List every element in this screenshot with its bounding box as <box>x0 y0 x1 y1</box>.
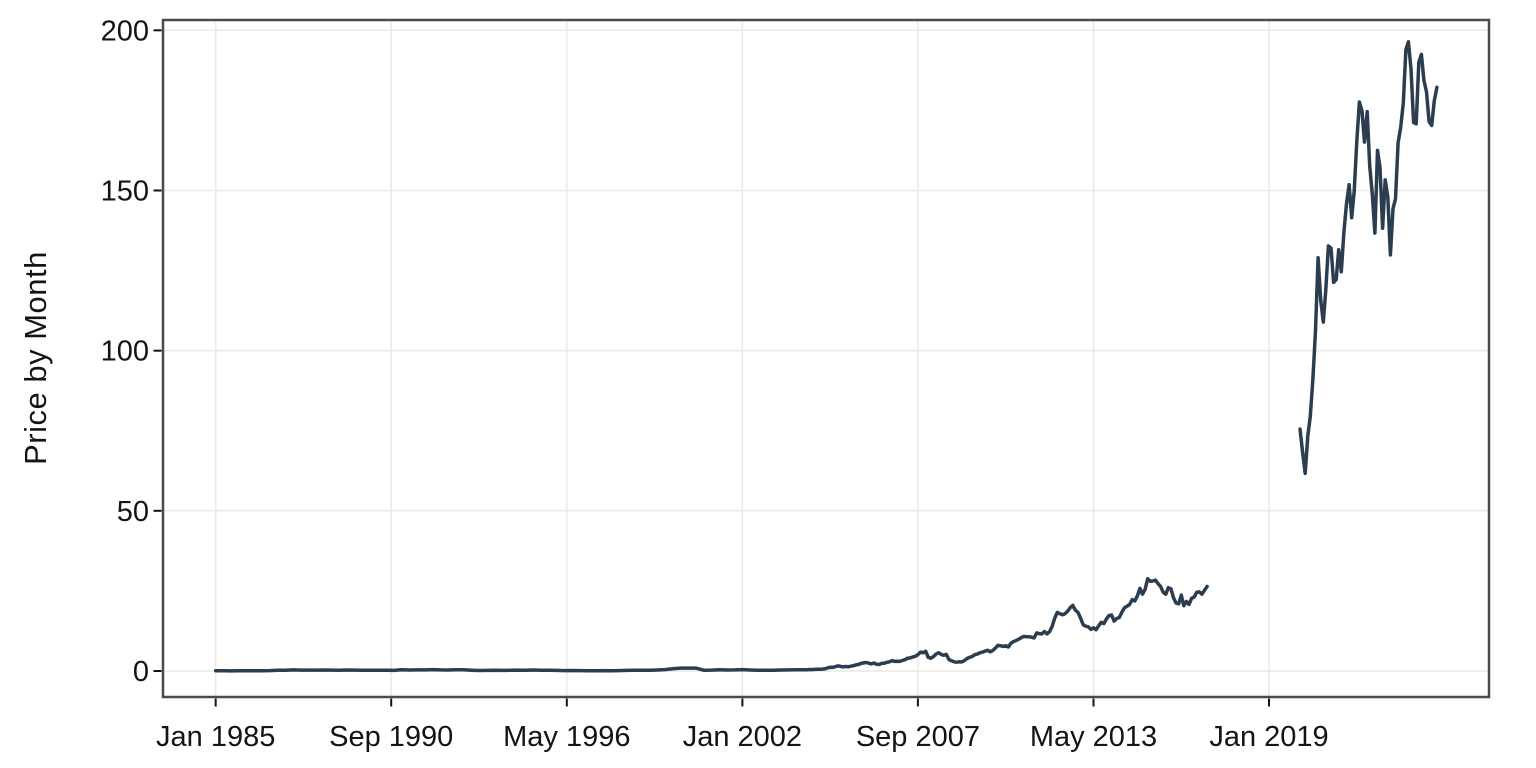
y-tick-label: 200 <box>101 15 149 47</box>
y-ticks <box>153 29 162 672</box>
y-tick-label: 150 <box>101 176 149 208</box>
price-line-segment <box>1298 40 1439 476</box>
y-tick-label: 100 <box>101 336 149 368</box>
plot-border <box>161 18 1491 699</box>
x-ticks <box>214 698 1270 707</box>
x-tick-label: Sep 2007 <box>856 721 980 753</box>
price-line-segment <box>213 577 1209 673</box>
x-tick-label: Jan 1985 <box>156 721 275 753</box>
y-axis-title: Price by Month <box>18 251 53 465</box>
y-gridlines <box>164 29 1488 672</box>
x-tick-label: May 2013 <box>1030 721 1157 753</box>
x-tick-labels: Jan 1985 Sep 1990 May 1996 Jan 2002 Sep 2007… <box>156 721 1329 753</box>
y-tick-label: 50 <box>117 496 149 528</box>
x-tick-label: May 1996 <box>503 721 630 753</box>
x-tick-label: Jan 2019 <box>1209 721 1328 753</box>
y-tick-label: 0 <box>133 656 149 688</box>
price-line <box>213 40 1439 673</box>
x-tick-label: Jan 2002 <box>683 721 802 753</box>
x-gridlines <box>214 21 1270 696</box>
y-tick-labels: 0 50 100 150 200 <box>101 15 149 688</box>
x-tick-label: Sep 1990 <box>329 721 453 753</box>
